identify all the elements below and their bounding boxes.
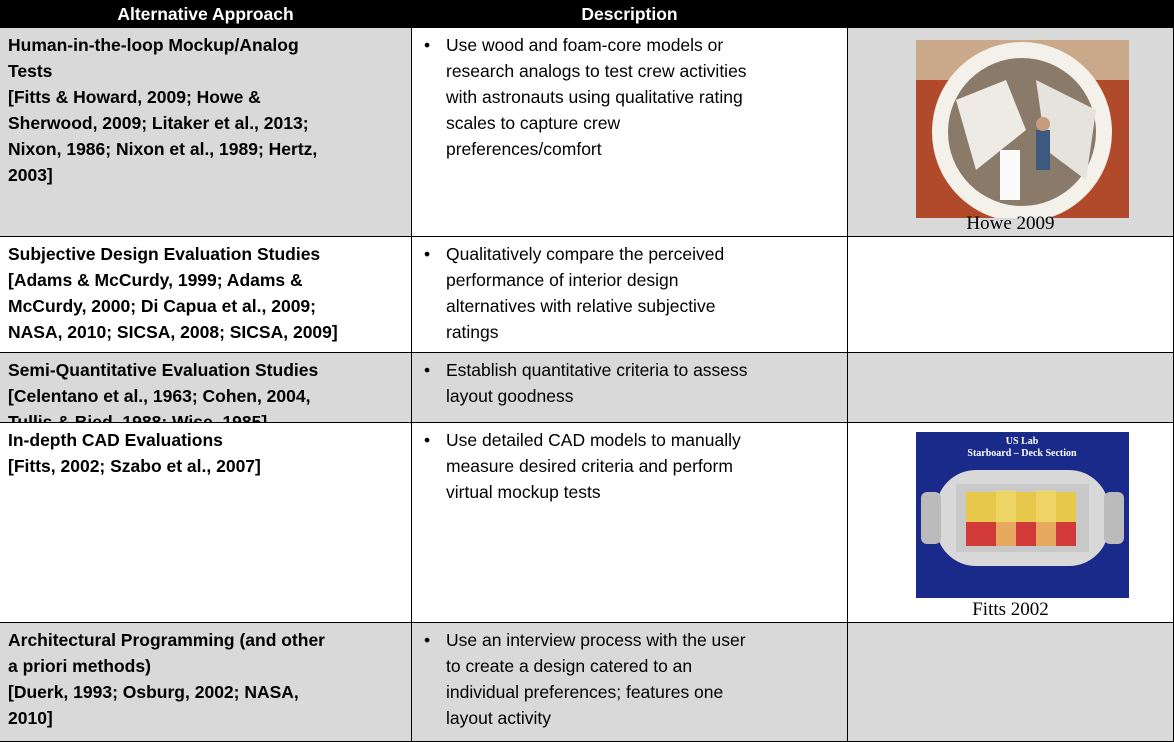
figure-cell: Howe 2009 [848, 28, 1174, 237]
approach-line: Sherwood, 2009; Litaker et al., 2013; [8, 113, 309, 133]
description-line: individual preferences; features one [446, 682, 724, 702]
bullet: • [424, 244, 431, 264]
description-line: with astronauts using qualitative rating [446, 87, 743, 107]
description-line: preferences/comfort [446, 139, 602, 159]
approach-line: [Fitts, 2002; Szabo et al., 2007] [8, 456, 261, 476]
approach-line: Tullis & Bied, 1988; Wise, 1985] [8, 412, 268, 423]
figure-cell: US Lab Starboard – Deck Section Fitts 2002 [848, 423, 1174, 623]
description-cell: • Use an interview process with the user t… [412, 623, 848, 742]
description-cell: • Use wood and foam-core models or researc… [412, 28, 848, 237]
approach-line: Semi-Quantitative Evaluation Studies [8, 360, 319, 380]
approach-line: 2003] [8, 165, 53, 185]
header-cell: Alternative Approach [0, 0, 412, 28]
description-line: alternatives with relative subjective [446, 296, 716, 316]
description-cell: • Use detailed CAD models to manually meas… [412, 423, 848, 623]
bullet: • [424, 360, 431, 380]
approach-line: Tests [8, 61, 53, 81]
description-line: scales to capture crew [446, 113, 621, 133]
description-line: Establish quantitative criteria to asses… [446, 360, 748, 380]
approach-line: [Celentano et al., 1963; Cohen, 2004, [8, 386, 311, 406]
description-line: to create a design catered to an [446, 656, 693, 676]
description-line: Use wood and foam-core models or [446, 35, 724, 55]
approach-cell: In-depth CAD Evaluations [Fitts, 2002; Sz… [0, 423, 412, 623]
description-line: Use detailed CAD models to manually [446, 430, 741, 450]
description-line: research analogs to test crew activities [446, 61, 747, 81]
figure-caption: Fitts 2002 [972, 599, 1049, 620]
approach-line: [Fitts & Howard, 2009; Howe & [8, 87, 261, 107]
approach-line: [Duerk, 1993; Osburg, 2002; NASA, [8, 682, 299, 702]
approach-line: NASA, 2010; SICSA, 2008; SICSA, 2009] [8, 322, 338, 342]
inset-text: US Lab [1006, 436, 1039, 447]
description-cell: • Establish quantitative criteria to asse… [412, 353, 848, 423]
figure-cell [848, 237, 1174, 353]
approach-line: Human-in-the-loop Mockup/Analog [8, 35, 299, 55]
header-cell [848, 0, 1174, 28]
bullet: • [424, 430, 431, 450]
description-line: layout activity [446, 708, 552, 728]
approach-line: Nixon, 1986; Nixon et al., 1989; Hertz, [8, 139, 318, 159]
figure-caption: Howe 2009 [966, 213, 1055, 234]
approach-line: Subjective Design Evaluation Studies [8, 244, 321, 264]
approach-line: McCurdy, 2000; Di Capua et al., 2009; [8, 296, 316, 316]
description-line: ratings [446, 322, 499, 342]
bullet: • [424, 630, 431, 650]
figure-cell [848, 353, 1174, 423]
approach-line: [Adams & McCurdy, 1999; Adams & [8, 270, 303, 290]
approach-line: In-depth CAD Evaluations [8, 430, 223, 450]
approach-line: a priori methods) [8, 656, 151, 676]
description-line: virtual mockup tests [446, 482, 601, 502]
description-line: layout goodness [446, 386, 574, 406]
figure-image [916, 40, 1129, 218]
description-line: Use an interview process with the user [446, 630, 746, 650]
description-line: Qualitatively compare the perceived [446, 244, 725, 264]
description-cell: • Qualitatively compare the perceived perf… [412, 237, 848, 353]
approach-cell: Human-in-the-loop Mockup/Analog Tests [Fit… [0, 28, 412, 237]
description-line: performance of interior design [446, 270, 679, 290]
bullet: • [424, 35, 431, 55]
figure-cell [848, 623, 1174, 742]
approach-cell: Architectural Programming (and other a pr… [0, 623, 412, 742]
approach-line: 2010] [8, 708, 53, 728]
header-cell: Description [412, 0, 848, 28]
description-line: measure desired criteria and perform [446, 456, 733, 476]
approach-cell: Subjective Design Evaluation Studies [Ada… [0, 237, 412, 353]
approach-cell: Semi-Quantitative Evaluation Studies [Cel… [0, 353, 412, 423]
inset-text: Starboard – Deck Section [967, 448, 1077, 459]
approach-line: Architectural Programming (and other [8, 630, 325, 650]
